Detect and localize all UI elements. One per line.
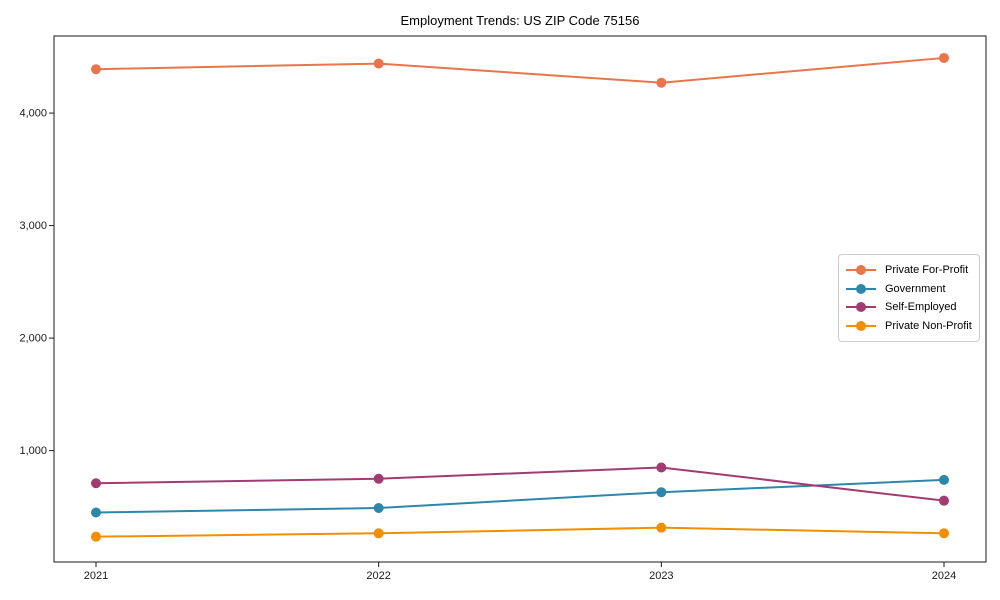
x-tick-label: 2022 (366, 570, 390, 582)
plot-frame (53, 35, 987, 563)
legend-dot-sample (856, 265, 866, 276)
series-line-private-non-profit (95, 526, 945, 538)
data-point-private-for-profit-2022 (373, 58, 384, 69)
y-tick-label: 4,000 (19, 108, 47, 120)
data-point-government-2024 (939, 474, 949, 485)
series-line-government (95, 478, 945, 514)
data-point-private-non-profit-2023 (656, 522, 667, 533)
data-point-private-for-profit-2021 (91, 64, 101, 75)
data-point-private-non-profit-2024 (939, 528, 949, 539)
legend-marker-icon (846, 283, 876, 294)
legend-item-government: Government (846, 283, 972, 295)
legend-dot-sample (856, 302, 866, 313)
legend-label: Private For-Profit (885, 264, 969, 277)
x-tick-label: 2024 (932, 570, 956, 582)
legend-item-self-employed: Self-Employed (846, 301, 972, 313)
chart-title: Employment Trends: US ZIP Code 75156 (400, 13, 640, 28)
legend-dot-sample (856, 320, 866, 331)
x-tick-label: 2021 (84, 570, 108, 582)
legend-label: Government (885, 282, 946, 295)
data-point-government-2021 (91, 507, 101, 518)
legend-item-private-for-profit: Private For-Profit (846, 264, 972, 276)
legend-marker-icon (846, 265, 876, 276)
y-tick-label: 2,000 (19, 333, 47, 345)
x-tick-label: 2023 (649, 570, 673, 582)
legend-label: Private Non-Profit (885, 319, 972, 332)
legend-item-private-non-profit: Private Non-Profit (846, 320, 972, 332)
chart-legend: Private For-Profit Government Self-Employe… (838, 254, 980, 342)
y-tick-label: 1,000 (19, 445, 47, 457)
data-point-private-for-profit-2023 (656, 77, 667, 88)
data-point-government-2023 (656, 487, 667, 498)
legend-dot-sample (856, 283, 866, 294)
data-point-self-employed-2023 (656, 462, 667, 473)
legend-marker-icon (846, 320, 876, 331)
series-line-self-employed (95, 466, 945, 502)
data-point-government-2022 (373, 502, 384, 513)
legend-marker-icon (846, 302, 876, 313)
data-point-self-employed-2024 (939, 495, 949, 506)
data-point-private-for-profit-2024 (939, 52, 949, 63)
data-point-self-employed-2022 (373, 473, 384, 484)
data-point-private-non-profit-2021 (91, 531, 101, 542)
legend-label: Self-Employed (885, 301, 957, 314)
data-point-self-employed-2021 (91, 478, 101, 489)
data-point-private-non-profit-2022 (373, 528, 384, 539)
y-tick-label: 3,000 (19, 220, 47, 232)
series-line-private-for-profit (95, 56, 945, 84)
